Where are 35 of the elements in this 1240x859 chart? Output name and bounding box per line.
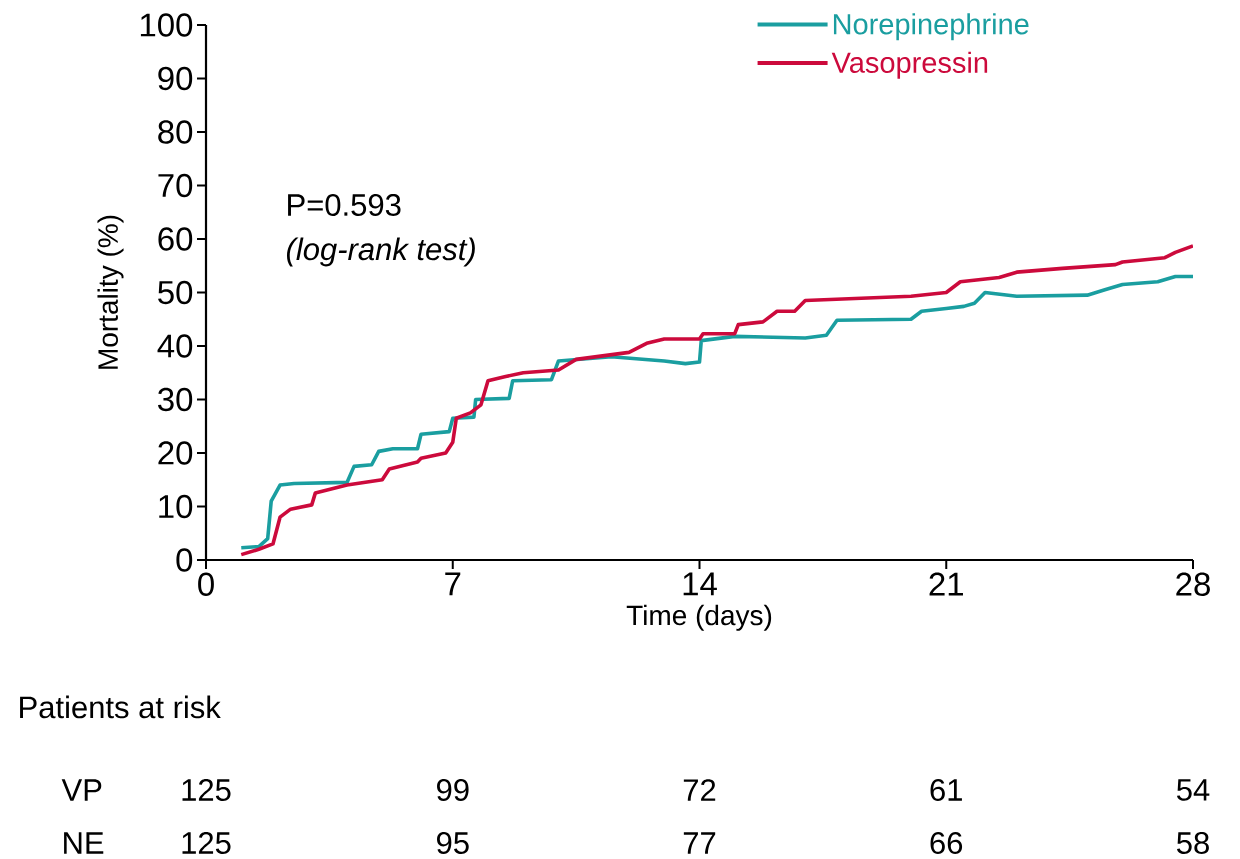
y-tick-label: 30 bbox=[158, 387, 193, 412]
text: 54 bbox=[1177, 779, 1210, 801]
y-tick-label: 50 bbox=[158, 280, 193, 305]
text: 125 bbox=[182, 779, 231, 801]
text: 99 bbox=[437, 779, 469, 801]
text: Patients at risk bbox=[20, 695, 221, 719]
y-tick-label: 10 bbox=[159, 494, 193, 519]
text: 95 bbox=[437, 832, 469, 854]
annotation: (log-rank test) bbox=[287, 237, 475, 267]
y-tick-label: 0 bbox=[176, 548, 193, 572]
text: VP bbox=[61, 779, 102, 801]
text: 125 bbox=[182, 832, 231, 854]
x-tick-label: 14 bbox=[683, 572, 717, 596]
annotation: P=0.593 bbox=[288, 194, 401, 216]
legend-label: Vasopressin bbox=[831, 51, 988, 79]
x-tick-label: 7 bbox=[445, 572, 461, 596]
y-tick-label: 90 bbox=[158, 66, 193, 91]
text: 66 bbox=[930, 832, 963, 854]
y-tick-label: 100 bbox=[140, 13, 193, 37]
text: 58 bbox=[1177, 832, 1209, 854]
x-tick-label: 21 bbox=[929, 572, 963, 596]
x-tick-label: 0 bbox=[198, 572, 214, 596]
text: 72 bbox=[683, 779, 716, 801]
x-tick-label: 28 bbox=[1176, 572, 1210, 596]
text: 61 bbox=[930, 779, 962, 801]
y-tick-label: 40 bbox=[157, 334, 193, 358]
y-axis-title: Mortality (%) bbox=[97, 215, 124, 369]
x-axis-title: Time (days) bbox=[626, 604, 772, 631]
legend-label: Norepinephrine bbox=[833, 13, 1029, 41]
y-tick-label: 80 bbox=[158, 120, 193, 144]
text: 77 bbox=[683, 832, 716, 854]
y-tick-label: 70 bbox=[158, 173, 193, 198]
y-tick-label: 20 bbox=[158, 441, 193, 465]
y-tick-label: 60 bbox=[158, 227, 193, 251]
text: NE bbox=[64, 832, 104, 854]
